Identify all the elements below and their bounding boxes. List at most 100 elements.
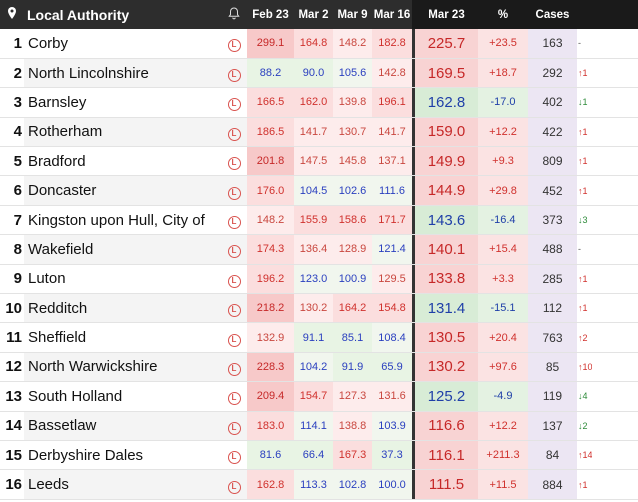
lockdown-icon[interactable]: L [227,245,241,259]
row-trend: - [578,244,581,255]
table-row[interactable]: 4 Rotherham L 186.5 141.7 130.7 141.7 159.0 +12.… [0,117,638,147]
row-mar16: 182.8 [372,29,412,59]
row-trend: ↑2 [578,332,588,343]
row-trend: - [578,38,581,49]
row-mar16: 111.6 [372,175,412,206]
bell-icon[interactable] [221,0,247,29]
row-pad [592,87,638,118]
row-mar9: 105.6 [333,58,372,88]
row-flag: L [221,440,247,469]
row-cases: 119 [528,381,577,412]
row-mar2: 104.2 [294,352,333,382]
table-row[interactable]: 9 Luton L 196.2 123.0 100.9 129.5 133.8 +3.3 285 ↑… [0,264,638,294]
lockdown-icon[interactable]: L [227,421,241,435]
row-percent: +18.7 [478,58,528,88]
lockdown-icon[interactable]: L [227,362,241,376]
row-separator [412,175,415,206]
row-pad [592,205,638,235]
row-name: Corby [28,34,69,52]
row-cases: 292 [528,58,577,88]
table-row[interactable]: 11 Sheffield L 132.9 91.1 85.1 108.4 130.5 +20.4… [0,322,638,353]
table-row[interactable]: 7 Kingston upon Hull, City of L 148.2 155.9 1… [0,205,638,235]
row-pad [592,352,638,382]
table-row[interactable]: 14 Bassetlaw L 183.0 114.1 138.8 103.9 116.6 +12… [0,411,638,441]
row-mar23: 225.7 [415,29,478,59]
lockdown-icon[interactable]: L [227,480,241,494]
table-row[interactable]: 13 South Holland L 209.4 154.7 127.3 131.6 125.… [0,381,638,412]
lockdown-icon[interactable]: L [227,451,241,465]
row-mar2: 162.0 [294,87,333,118]
row-rank: 13 [5,387,22,405]
lockdown-icon[interactable]: L [227,216,241,230]
table-header-row: Local Authority Feb 23 Mar 2 Mar 9 Mar 1… [0,0,638,29]
lockdown-icon[interactable]: L [227,157,241,171]
table-row[interactable]: 6 Doncaster L 176.0 104.5 102.6 111.6 144.9 +29.… [0,175,638,206]
header-cases[interactable]: Cases [528,0,577,29]
table-row[interactable]: 5 Bradford L 201.8 147.5 145.8 137.1 149.9 +9.3 8… [0,146,638,176]
row-separator [412,205,415,235]
row-mar2: 164.8 [294,29,333,59]
row-rank: 2 [13,64,22,82]
lockdown-icon[interactable]: L [227,98,241,112]
row-mar9: 127.3 [333,381,372,412]
row-rank: 9 [13,270,22,288]
header-mar9[interactable]: Mar 9 [337,8,368,21]
row-mar2: 104.5 [294,175,333,206]
row-separator [412,381,415,412]
lockdown-icon[interactable]: L [227,392,241,406]
row-trend: ↑1 [578,126,588,137]
lockdown-icon[interactable]: L [227,333,241,347]
row-rank: 12 [5,358,22,376]
row-mar9: 139.8 [333,87,372,118]
row-cases: 137 [528,411,577,441]
header-separator [412,0,415,29]
row-name: North Lincolnshire [24,58,221,88]
lockdown-icon[interactable]: L [227,127,241,141]
row-mar2: 141.7 [294,117,333,147]
lockdown-icon[interactable]: L [227,274,241,288]
table-row[interactable]: 3 Barnsley L 166.5 162.0 139.8 196.1 162.8 -17.0… [0,87,638,118]
header-feb23[interactable]: Feb 23 [252,8,289,21]
row-mar23: 162.8 [415,87,478,118]
row-cases: 488 [528,234,577,265]
row-mar9: 91.9 [333,352,372,382]
row-separator [412,117,415,147]
lockdown-icon[interactable]: L [227,69,241,83]
lockdown-icon[interactable]: L [227,186,241,200]
header-mar2[interactable]: Mar 2 [298,8,329,21]
row-cases: 285 [528,264,577,294]
table-row[interactable]: 10 Redditch L 218.2 130.2 164.2 154.8 131.4 -15.… [0,293,638,323]
table-row[interactable]: 15 Derbyshire Dales L 81.6 66.4 167.3 37.3 116.… [0,440,638,470]
header-percent[interactable]: % [478,0,528,29]
table-row[interactable]: 12 North Warwickshire L 228.3 104.2 91.9 65.9 1… [0,352,638,382]
row-mar2: 113.3 [294,469,333,500]
row-mar16: 142.8 [372,58,412,88]
row-mar16: 154.8 [372,293,412,323]
table-row[interactable]: 8 Wakefield L 174.3 136.4 128.9 121.4 140.1 +15.… [0,234,638,265]
row-separator [412,322,415,353]
table-row[interactable]: 2 North Lincolnshire L 88.2 90.0 105.6 142.8 16… [0,58,638,88]
row-name: North Warwickshire [24,352,221,382]
row-pad [592,234,638,265]
row-feb23: 132.9 [247,322,294,353]
row-cases: 402 [528,87,577,118]
header-mar16[interactable]: Mar 16 [373,8,411,21]
row-separator [412,29,415,59]
row-flag: L [221,469,247,500]
row-mar9: 167.3 [333,440,372,470]
lockdown-icon[interactable]: L [227,39,241,53]
header-local-authority[interactable]: Local Authority [27,6,130,23]
row-rank: 14 [5,417,22,435]
row-mar16: 108.4 [372,322,412,353]
lockdown-icon[interactable]: L [227,304,241,318]
table-row[interactable]: 16 Leeds L 162.8 113.3 102.8 100.0 111.5 +11.5 88… [0,469,638,500]
header-mar23[interactable]: Mar 23 [415,0,478,29]
row-mar16: 196.1 [372,87,412,118]
row-feb23: 228.3 [247,352,294,382]
row-mar2: 91.1 [294,322,333,353]
row-mar2: 90.0 [294,58,333,88]
row-percent: +12.2 [478,117,528,147]
table-row[interactable]: 1 Corby L 299.1 164.8 148.2 182.8 225.7 +23.5 163… [0,29,638,59]
row-cases: 163 [528,29,577,59]
